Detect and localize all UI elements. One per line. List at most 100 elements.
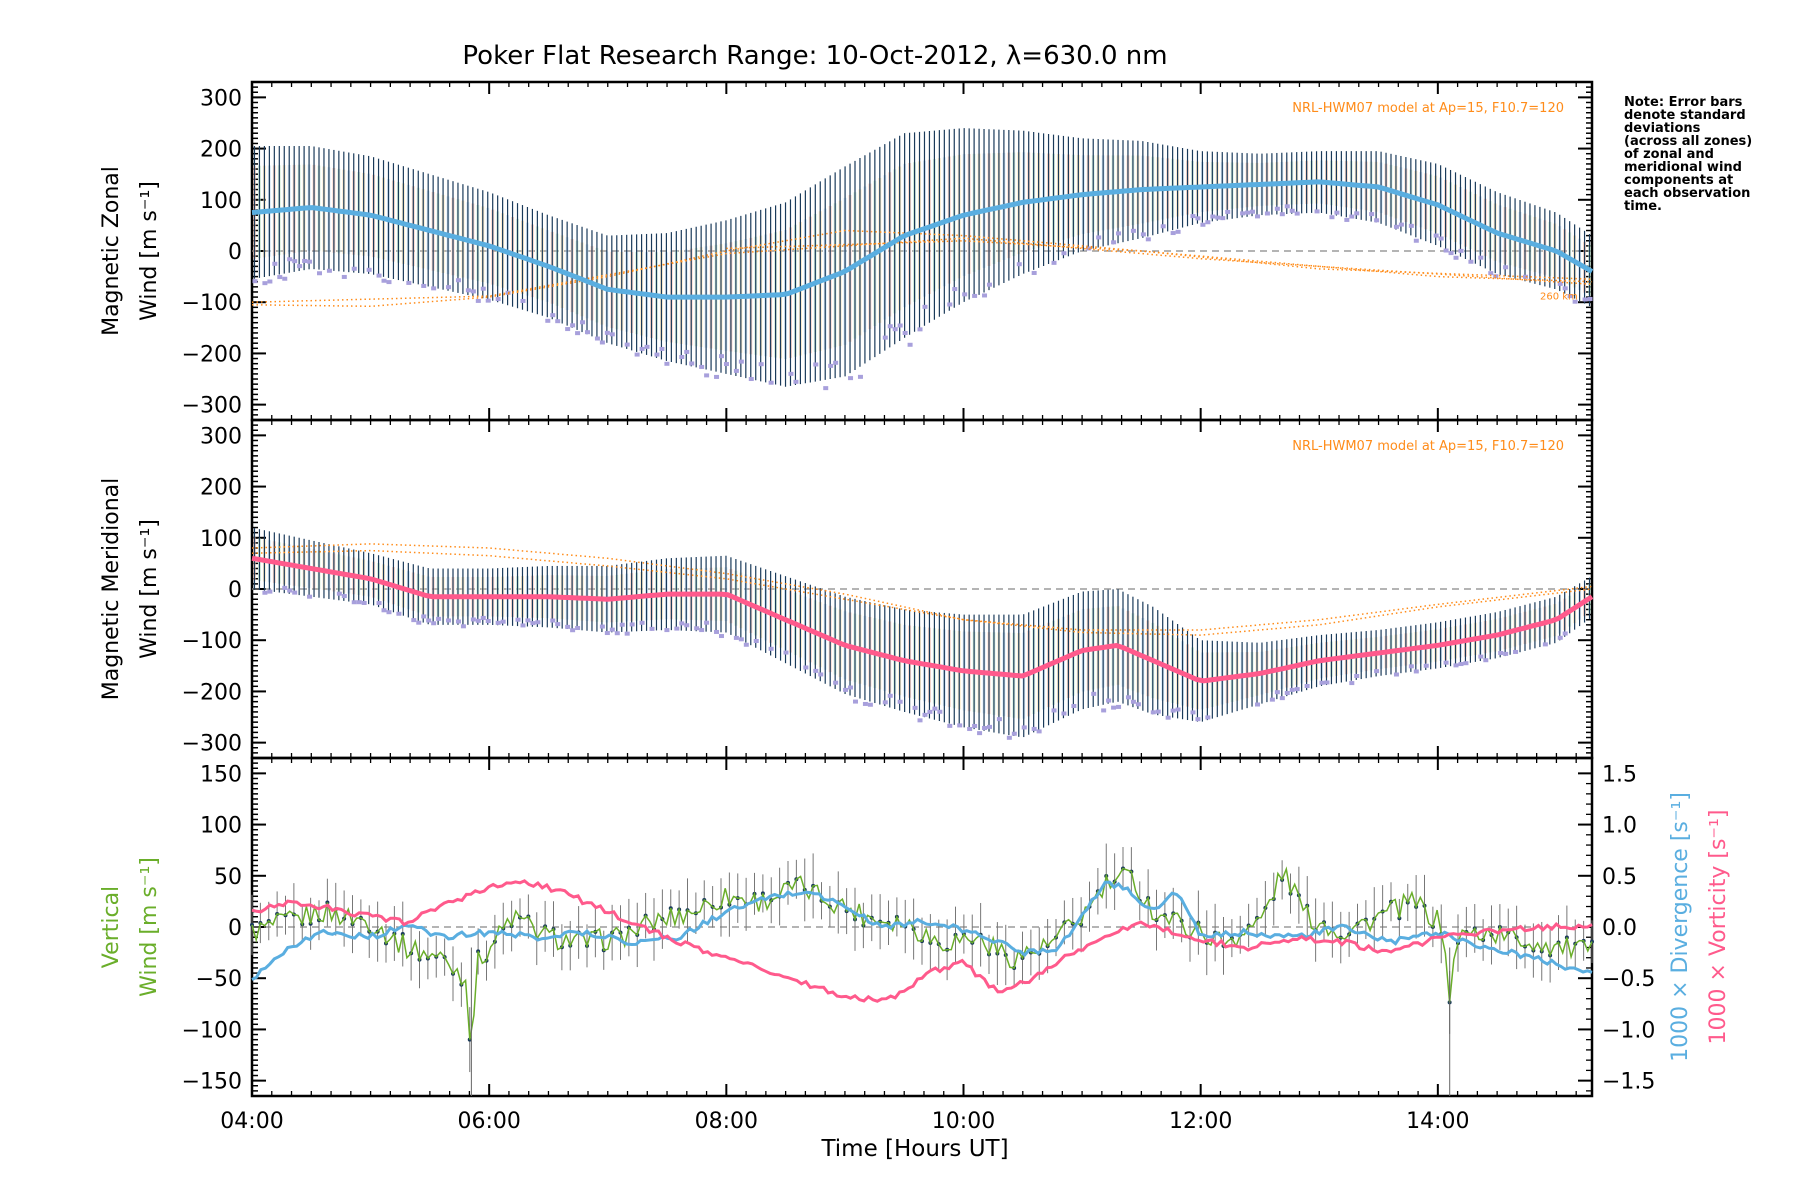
zone-point bbox=[1557, 635, 1563, 640]
zone-point bbox=[520, 623, 526, 628]
zone-point bbox=[719, 634, 724, 639]
zone-point bbox=[1245, 210, 1251, 215]
zone-point bbox=[1408, 664, 1414, 669]
model-curve bbox=[251, 543, 1593, 636]
zone-point bbox=[1175, 229, 1181, 234]
y-tick-label: −150 bbox=[182, 1070, 242, 1095]
zone-point bbox=[768, 646, 774, 651]
zone-point bbox=[1354, 211, 1360, 216]
zone-point bbox=[1051, 260, 1057, 265]
zone-point bbox=[619, 622, 625, 627]
zone-point bbox=[446, 618, 452, 623]
zone-point bbox=[1205, 220, 1211, 225]
zone-point bbox=[1195, 216, 1201, 221]
zone-point bbox=[972, 293, 978, 298]
y-tick-label: 200 bbox=[200, 138, 242, 163]
zone-point bbox=[1170, 708, 1176, 713]
zone-point bbox=[1329, 215, 1335, 220]
zone-point bbox=[1016, 262, 1022, 267]
zone-point bbox=[262, 281, 268, 286]
zone-point bbox=[853, 699, 858, 704]
zone-point bbox=[833, 360, 839, 365]
zone-point bbox=[699, 364, 705, 369]
zone-point bbox=[609, 627, 615, 632]
zone-point bbox=[436, 616, 442, 621]
zone-point bbox=[336, 591, 342, 596]
zone-point bbox=[1111, 240, 1117, 245]
zone-point bbox=[1135, 702, 1141, 707]
x-tick-label: 04:00 bbox=[220, 1109, 283, 1134]
zone-point bbox=[629, 622, 635, 627]
zone-point bbox=[753, 638, 759, 643]
zone-point bbox=[783, 650, 789, 655]
zone-point bbox=[272, 261, 278, 266]
zone-point bbox=[813, 362, 819, 367]
zone-point bbox=[947, 723, 953, 728]
zone-point bbox=[446, 285, 452, 290]
zone-point bbox=[1091, 691, 1097, 696]
zone-point bbox=[480, 286, 486, 291]
zone-point bbox=[848, 376, 854, 381]
zone-point bbox=[1036, 729, 1042, 734]
zone-point bbox=[1448, 251, 1454, 256]
y2-tick-label: 0.5 bbox=[1602, 865, 1637, 890]
zone-point bbox=[1562, 286, 1568, 291]
zone-point bbox=[475, 618, 481, 623]
zone-point bbox=[406, 280, 412, 285]
zone-point bbox=[585, 330, 590, 335]
zone-point bbox=[1160, 224, 1166, 229]
zone-point bbox=[1304, 684, 1310, 689]
zone-point bbox=[604, 631, 610, 636]
zone-point bbox=[639, 346, 645, 351]
zone-point bbox=[1279, 696, 1285, 701]
zone-point bbox=[609, 332, 615, 337]
y-tick-label: 100 bbox=[200, 189, 242, 214]
zone-point bbox=[833, 680, 839, 685]
y-tick-label: 150 bbox=[200, 762, 242, 787]
zone-point bbox=[570, 323, 576, 328]
zone-point bbox=[882, 700, 888, 705]
zone-point bbox=[307, 259, 313, 264]
y-tick-label: 0 bbox=[228, 240, 242, 265]
zone-point bbox=[1011, 731, 1017, 736]
zone-point bbox=[1374, 218, 1380, 223]
zone-point bbox=[823, 386, 829, 391]
zone-point bbox=[714, 374, 720, 379]
zone-point bbox=[351, 266, 357, 271]
zone-point bbox=[376, 601, 382, 606]
zone-point bbox=[465, 288, 471, 293]
zone-point bbox=[738, 637, 744, 642]
zone-point bbox=[1284, 204, 1290, 209]
zone-point bbox=[1250, 209, 1256, 214]
zone-point bbox=[788, 371, 794, 376]
zone-point bbox=[1483, 658, 1489, 663]
zone-point bbox=[580, 320, 586, 325]
zone-point bbox=[922, 304, 928, 309]
zone-point bbox=[317, 271, 322, 276]
zone-point bbox=[1101, 708, 1107, 713]
zone-point bbox=[887, 324, 893, 329]
zone-point bbox=[1106, 698, 1112, 703]
y-tick-label: 0 bbox=[228, 578, 242, 603]
note-line: each observation bbox=[1624, 186, 1751, 201]
zone-point bbox=[604, 330, 610, 335]
zone-point bbox=[1443, 660, 1449, 665]
zone-point bbox=[455, 278, 461, 283]
zone-point bbox=[679, 621, 685, 626]
panel-meridional: −300 −200 −100 0 100 200 300 Magnetic Meridiona… bbox=[99, 418, 1594, 760]
zone-point bbox=[1468, 259, 1474, 264]
divergence-line bbox=[251, 880, 1593, 981]
zone-point bbox=[689, 361, 695, 366]
zone-point bbox=[520, 298, 526, 303]
y-tick-label: 300 bbox=[200, 86, 242, 111]
zone-point bbox=[421, 614, 427, 619]
y-tick-label: 100 bbox=[200, 527, 242, 552]
note-line: (across all zones) bbox=[1624, 134, 1753, 149]
zone-point bbox=[416, 620, 422, 625]
zone-point bbox=[1324, 680, 1330, 685]
zone-point bbox=[341, 594, 347, 599]
zone-point bbox=[262, 590, 268, 595]
zone-point bbox=[1165, 715, 1171, 720]
zone-point bbox=[649, 626, 655, 631]
zone-point bbox=[1349, 681, 1355, 686]
